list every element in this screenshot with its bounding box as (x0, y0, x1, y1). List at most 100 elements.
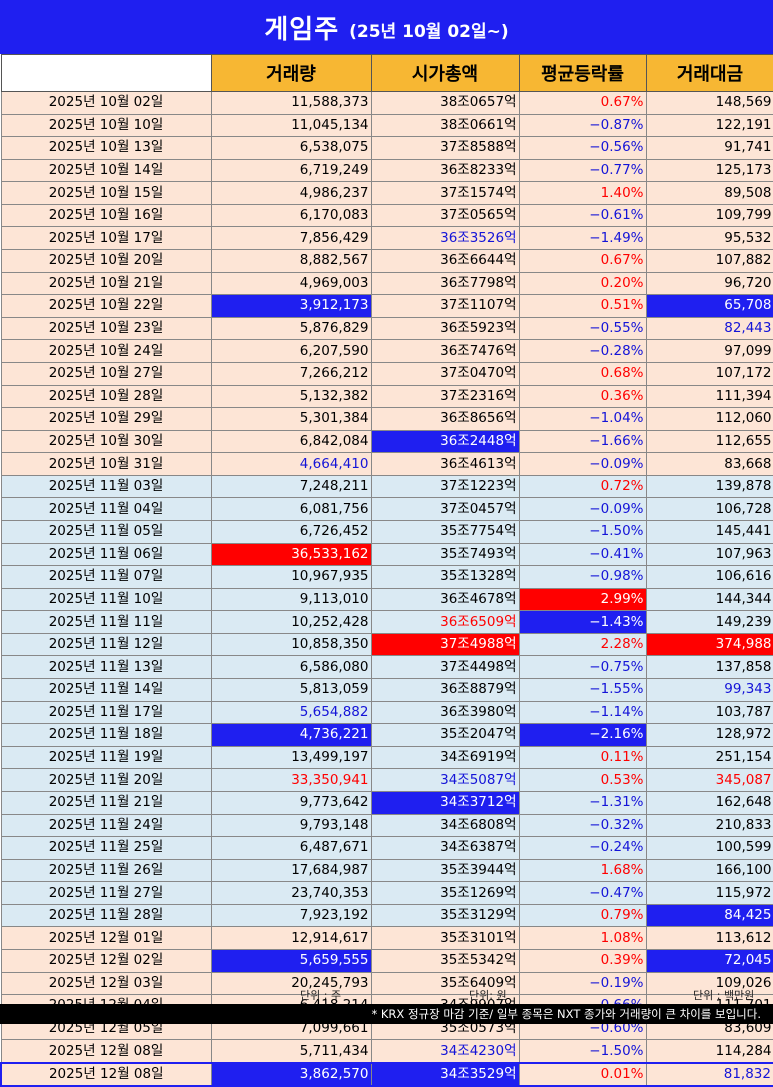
trade-amount-cell: 107,172 (645, 361, 773, 386)
table-row: 2025년 10월 22일 3,912,173 37조1107억 0.51% 65,70… (0, 294, 773, 318)
table-row: 2025년 10월 02일 11,588,373 38조0657억 0.67% 148,… (0, 91, 773, 115)
trade-amount-cell: 84,425 (645, 903, 773, 928)
volume-cell: 6,081,756 (210, 497, 372, 521)
trade-amount-cell: 72,045 (645, 948, 773, 973)
trade-amount-cell: 166,100 (645, 858, 773, 883)
trade-amount-cell: 345,087 (645, 768, 773, 792)
trade-amount-cell: 144,344 (645, 587, 773, 612)
avg-change-cell: 0.11% (518, 745, 647, 770)
table-row: 2025년 11월 06일 36,533,162 35조7493억 −0.41% 107… (0, 542, 773, 567)
table-row: 2025년 11월 04일 6,081,756 37조0457억 −0.09% 106,… (0, 497, 773, 521)
trade-amount-cell: 251,154 (645, 745, 773, 770)
market-cap-cell: 37조8588억 (370, 136, 520, 160)
date-cell: 2025년 11월 07일 (0, 565, 212, 589)
trade-amount-cell: 115,972 (645, 881, 773, 905)
avg-change-cell: −0.09% (518, 452, 647, 476)
date-cell: 2025년 11월 19일 (0, 745, 212, 770)
avg-change-cell: −0.75% (518, 655, 647, 680)
avg-change-cell: −0.24% (518, 836, 647, 860)
date-cell: 2025년 10월 28일 (0, 384, 212, 409)
table-row: 2025년 10월 13일 6,538,075 37조8588억 −0.56% 91,7… (0, 136, 773, 160)
table-row: 2025년 12월 01일 12,914,617 35조3101억 1.08% 113,… (0, 926, 773, 950)
avg-change-cell: 0.39% (518, 948, 647, 973)
trade-amount-cell: 83,668 (645, 452, 773, 476)
market-cap-cell: 34조3712억 (370, 790, 520, 815)
date-cell: 2025년 11월 17일 (0, 700, 212, 725)
date-cell: 2025년 11월 06일 (0, 542, 212, 567)
avg-change-cell: 0.01% (518, 1061, 647, 1087)
avg-change-cell: −0.98% (518, 565, 647, 589)
trade-amount-cell: 122,191 (645, 113, 773, 138)
market-cap-cell: 35조2047억 (370, 723, 520, 747)
market-cap-cell: 34조6919억 (370, 745, 520, 770)
market-cap-cell: 36조4613억 (370, 452, 520, 476)
avg-change-cell: 2.28% (518, 632, 647, 657)
market-cap-cell: 35조3944억 (370, 858, 520, 883)
avg-change-cell: −1.04% (518, 407, 647, 431)
avg-change-cell: 0.79% (518, 903, 647, 928)
avg-change-cell: −1.49% (518, 226, 647, 251)
avg-change-cell: −0.87% (518, 113, 647, 138)
avg-change-cell: 0.36% (518, 384, 647, 409)
volume-cell: 6,207,590 (210, 339, 372, 363)
table-row: 2025년 10월 30일 6,842,084 36조2448억 −1.66% 112,… (0, 429, 773, 454)
table-row: 2025년 11월 12일 10,858,350 37조4988억 2.28% 374,… (0, 632, 773, 657)
volume-cell: 5,876,829 (210, 316, 372, 341)
trade-amount-cell: 95,532 (645, 226, 773, 251)
volume-cell: 3,912,173 (210, 294, 372, 318)
trade-amount-cell: 149,239 (645, 610, 773, 634)
volume-cell: 5,711,434 (210, 1039, 372, 1064)
volume-cell: 5,659,555 (210, 948, 372, 973)
market-cap-cell: 36조8233억 (370, 158, 520, 183)
volume-cell: 6,538,075 (210, 136, 372, 160)
trade-amount-cell: 89,508 (645, 181, 773, 205)
avg-change-cell: −0.77% (518, 158, 647, 183)
avg-change-cell: −0.32% (518, 813, 647, 838)
volume-cell: 5,301,384 (210, 407, 372, 431)
table-row: 2025년 11월 25일 6,487,671 34조6387억 −0.24% 100,… (0, 836, 773, 860)
avg-change-cell: −1.50% (518, 1039, 647, 1064)
date-cell: 2025년 11월 20일 (0, 768, 212, 792)
date-cell: 2025년 10월 29일 (0, 407, 212, 431)
date-cell: 2025년 12월 08일 (0, 1039, 212, 1064)
trade-amount-cell: 111,394 (645, 384, 773, 409)
avg-change-cell: −0.41% (518, 542, 647, 567)
trade-amount-cell: 137,858 (645, 655, 773, 680)
volume-cell: 6,719,249 (210, 158, 372, 183)
avg-change-cell: 0.67% (518, 249, 647, 273)
date-cell: 2025년 11월 14일 (0, 678, 212, 702)
volume-cell: 12,914,617 (210, 926, 372, 950)
volume-cell: 5,813,059 (210, 678, 372, 702)
footnote: * KRX 정규장 마감 기준/ 일부 종목은 NXT 종가와 거래량이 큰 차… (371, 1007, 761, 1021)
table-row: 2025년 10월 10일 11,045,134 38조0661억 −0.87% 122… (0, 113, 773, 138)
volume-cell: 11,045,134 (210, 113, 372, 138)
table-body: 2025년 10월 02일 11,588,373 38조0657억 0.67% 148,… (0, 91, 773, 1087)
volume-cell: 9,113,010 (210, 587, 372, 612)
avg-change-cell: −1.31% (518, 790, 647, 815)
date-cell: 2025년 12월 08일 (0, 1061, 212, 1087)
market-cap-cell: 36조3980억 (370, 700, 520, 725)
market-cap-cell: 37조0470억 (370, 361, 520, 386)
date-cell: 2025년 10월 17일 (0, 226, 212, 251)
trade-amount-cell: 128,972 (645, 723, 773, 747)
trade-amount-cell: 148,569 (645, 91, 773, 115)
avg-change-cell: 0.68% (518, 361, 647, 386)
table-row: 2025년 11월 21일 9,773,642 34조3712억 −1.31% 162,… (0, 790, 773, 815)
avg-change-cell: −1.66% (518, 429, 647, 454)
avg-change-cell: −0.61% (518, 203, 647, 228)
footnote-bar: * KRX 정규장 마감 기준/ 일부 종목은 NXT 종가와 거래량이 큰 차… (0, 1004, 773, 1024)
date-cell: 2025년 11월 27일 (0, 881, 212, 905)
market-cap-cell: 37조1574억 (370, 181, 520, 205)
date-cell: 2025년 10월 13일 (0, 136, 212, 160)
table-row: 2025년 12월 03일 20,245,793 35조6409억 −0.19% 109… (0, 971, 773, 996)
table-row: 2025년 10월 23일 5,876,829 36조5923억 −0.55% 82,4… (0, 316, 773, 341)
avg-change-cell: −0.28% (518, 339, 647, 363)
date-cell: 2025년 10월 14일 (0, 158, 212, 183)
avg-change-cell: 0.53% (518, 768, 647, 792)
date-cell: 2025년 12월 03일 (0, 971, 212, 996)
volume-cell: 11,588,373 (210, 91, 372, 115)
date-cell: 2025년 11월 24일 (0, 813, 212, 838)
table-row: 2025년 10월 24일 6,207,590 36조7476억 −0.28% 97,0… (0, 339, 773, 363)
avg-change-cell: −1.55% (518, 678, 647, 702)
trade-amount-cell: 107,882 (645, 249, 773, 273)
